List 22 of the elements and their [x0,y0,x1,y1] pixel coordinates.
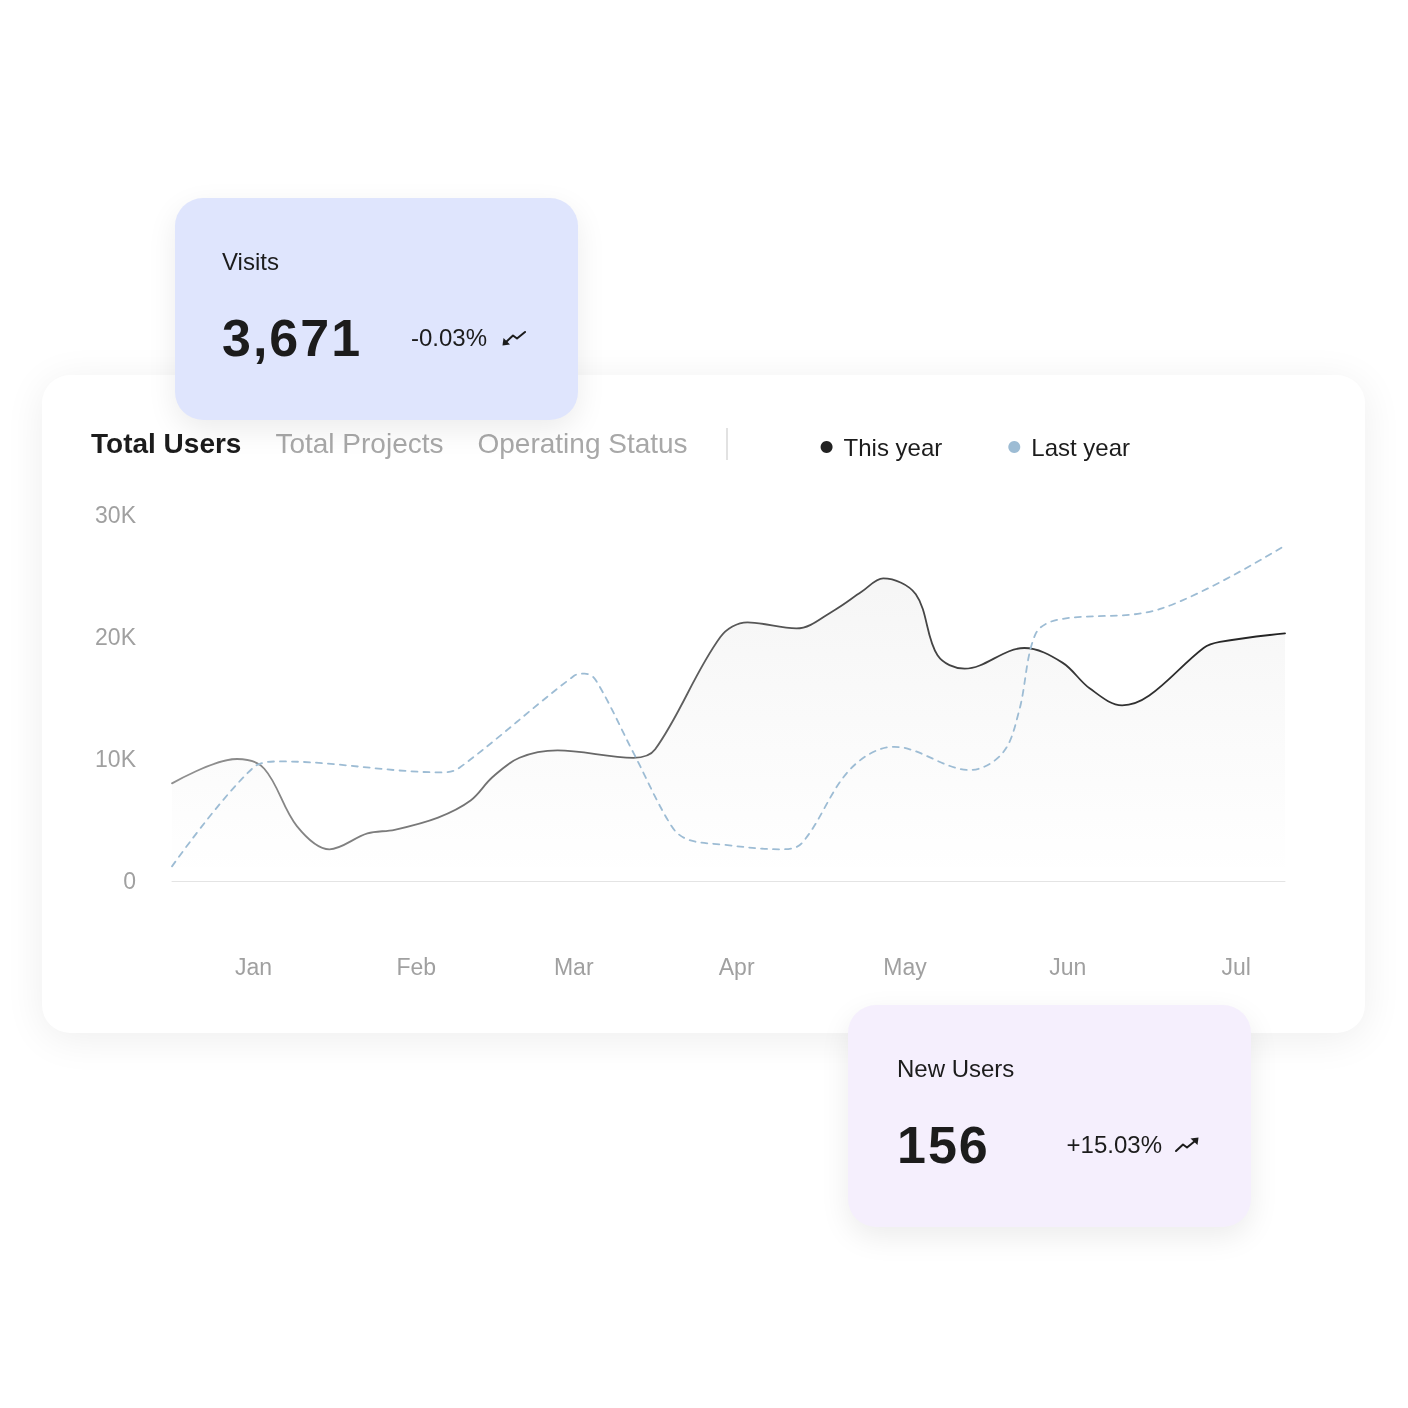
x-tick-label: Jun [1049,953,1087,980]
text: 156 [897,1115,990,1175]
text: 3,671 [222,308,363,368]
x-tick-label: Feb [396,953,437,980]
text: +15.03% [1066,1131,1162,1159]
x-tick-label: May [883,953,928,980]
x-tick-label: Mar [553,953,594,980]
x-tick-label: Jul [1221,953,1251,980]
x-tick-label: Jan [234,953,272,980]
y-tick-label: 0 [123,868,136,894]
text: Total Projects [275,428,444,460]
legend-label: Last year [1031,433,1131,461]
legend-label: This year [843,433,943,461]
text: Visits [222,248,279,275]
text: New Users [897,1055,1015,1082]
text: -0.03% [410,324,487,352]
y-tick-label: 10K [95,746,137,772]
y-tick-label: 30K [95,502,137,528]
chart-title: Total Users [91,428,242,460]
x-tick-label: Apr [718,953,755,980]
y-tick-label: 20K [95,624,137,650]
text: Operating Status [477,428,688,460]
